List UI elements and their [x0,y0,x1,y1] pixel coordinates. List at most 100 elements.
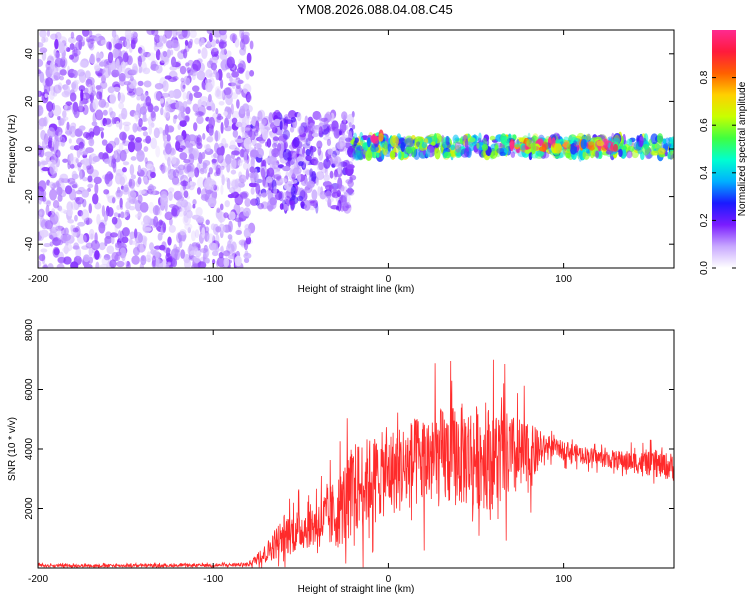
heatmap-cell [134,140,143,152]
heatmap-cell [347,145,356,158]
heatmap-cell [345,137,353,142]
heatmap-cell [289,168,298,178]
heatmap-cell [175,101,184,111]
heatmap-cell [414,136,423,146]
heatmap-cell [121,140,131,146]
heatmap-cell [291,152,297,162]
heatmap-cell [130,156,137,161]
heatmap-cell [50,33,58,40]
heatmap-cell [215,247,220,252]
heatmap-cell [130,137,135,149]
heatmap-cell [47,140,52,149]
heatmap-cell [93,176,102,185]
heatmap-cell [273,186,278,196]
heatmap-cell [95,261,100,268]
heatmap-cell [204,226,210,234]
heatmap-cell [215,35,220,44]
heatmap-cell [54,211,60,222]
heatmap-cell [288,110,297,120]
heatmap-cell [262,175,266,187]
heatmap-cell [68,153,74,165]
heatmap-cell [218,41,227,49]
heatmap-cell [83,87,89,94]
heatmap-cell [88,137,95,147]
heatmap-cell [64,103,68,110]
heatmap-cell [85,217,90,226]
heatmap-cell [356,144,363,152]
heatmap-cell [244,129,252,138]
heatmap-cell [168,187,175,193]
heatmap-cell [146,163,154,171]
heatmap-cell [218,252,224,259]
heatmap-cell [175,166,181,174]
heatmap-cell [242,162,251,171]
heatmap-cell [116,260,125,268]
y-tick-label: 6000 [24,378,35,401]
heatmap-cell [194,167,200,178]
heatmap-cell [187,134,197,142]
heatmap-cell [55,149,61,158]
heatmap-cell [137,55,142,67]
heatmap-cell [155,259,164,268]
heatmap-cell [44,93,48,98]
bottom-x-axis-label: Height of straight line (km) [298,584,415,595]
heatmap-cell [469,136,477,147]
heatmap-cell [78,39,83,51]
heatmap-cell [125,201,131,210]
heatmap-cell [323,174,330,182]
heatmap-cell [49,163,56,176]
heatmap-cell [88,228,95,240]
heatmap-cell [308,122,315,130]
heatmap-cell [79,60,88,68]
heatmap-cell [106,41,112,50]
heatmap-cell [376,152,380,158]
heatmap-cell [542,151,550,159]
heatmap-cell [56,263,65,268]
heatmap-cell [55,225,65,232]
heatmap-cell [63,256,72,265]
heatmap-cell [136,149,145,162]
heatmap-cell [159,244,166,251]
heatmap-cell [351,111,355,118]
heatmap-cell [177,111,186,122]
heatmap-cell [255,196,260,206]
colorbar-label: Normalized spectral amplitude [737,81,748,216]
heatmap-cell [91,90,97,96]
heatmap-cell [162,222,167,233]
heatmap-cell [345,188,355,193]
heatmap-cell [345,179,353,184]
heatmap-cell [179,145,186,150]
heatmap-cell [192,85,200,92]
heatmap-cell [245,70,250,80]
heatmap-cell [367,137,371,148]
heatmap-cell [134,87,144,97]
heatmap-cell [227,254,235,260]
heatmap-cell [38,42,44,48]
x-tick-label: 100 [555,274,572,285]
heatmap-cell [79,149,83,156]
heatmap-cell [184,204,190,212]
heatmap-cell [212,223,220,236]
heatmap-cell [114,150,118,159]
heatmap-cell [172,258,178,268]
heatmap-cell [256,142,262,150]
heatmap-cell [49,227,58,234]
heatmap-cell [196,187,202,195]
heatmap-cell [164,106,171,118]
heatmap-cell [177,208,186,217]
heatmap-cell [331,120,339,131]
heatmap-cell [69,92,77,102]
heatmap-cell [249,69,255,77]
heatmap-cell [362,142,369,151]
heatmap-cell [219,203,224,211]
heatmap-cell [149,242,155,251]
heatmap-cell [60,117,66,124]
heatmap-cell [107,155,115,168]
heatmap-cell [189,38,194,46]
heatmap-cell [609,143,614,154]
heatmap-cell [57,82,63,91]
heatmap-cell [110,235,115,245]
heatmap-cell [198,105,206,117]
heatmap-cell [38,208,45,218]
heatmap-cell [103,189,110,195]
